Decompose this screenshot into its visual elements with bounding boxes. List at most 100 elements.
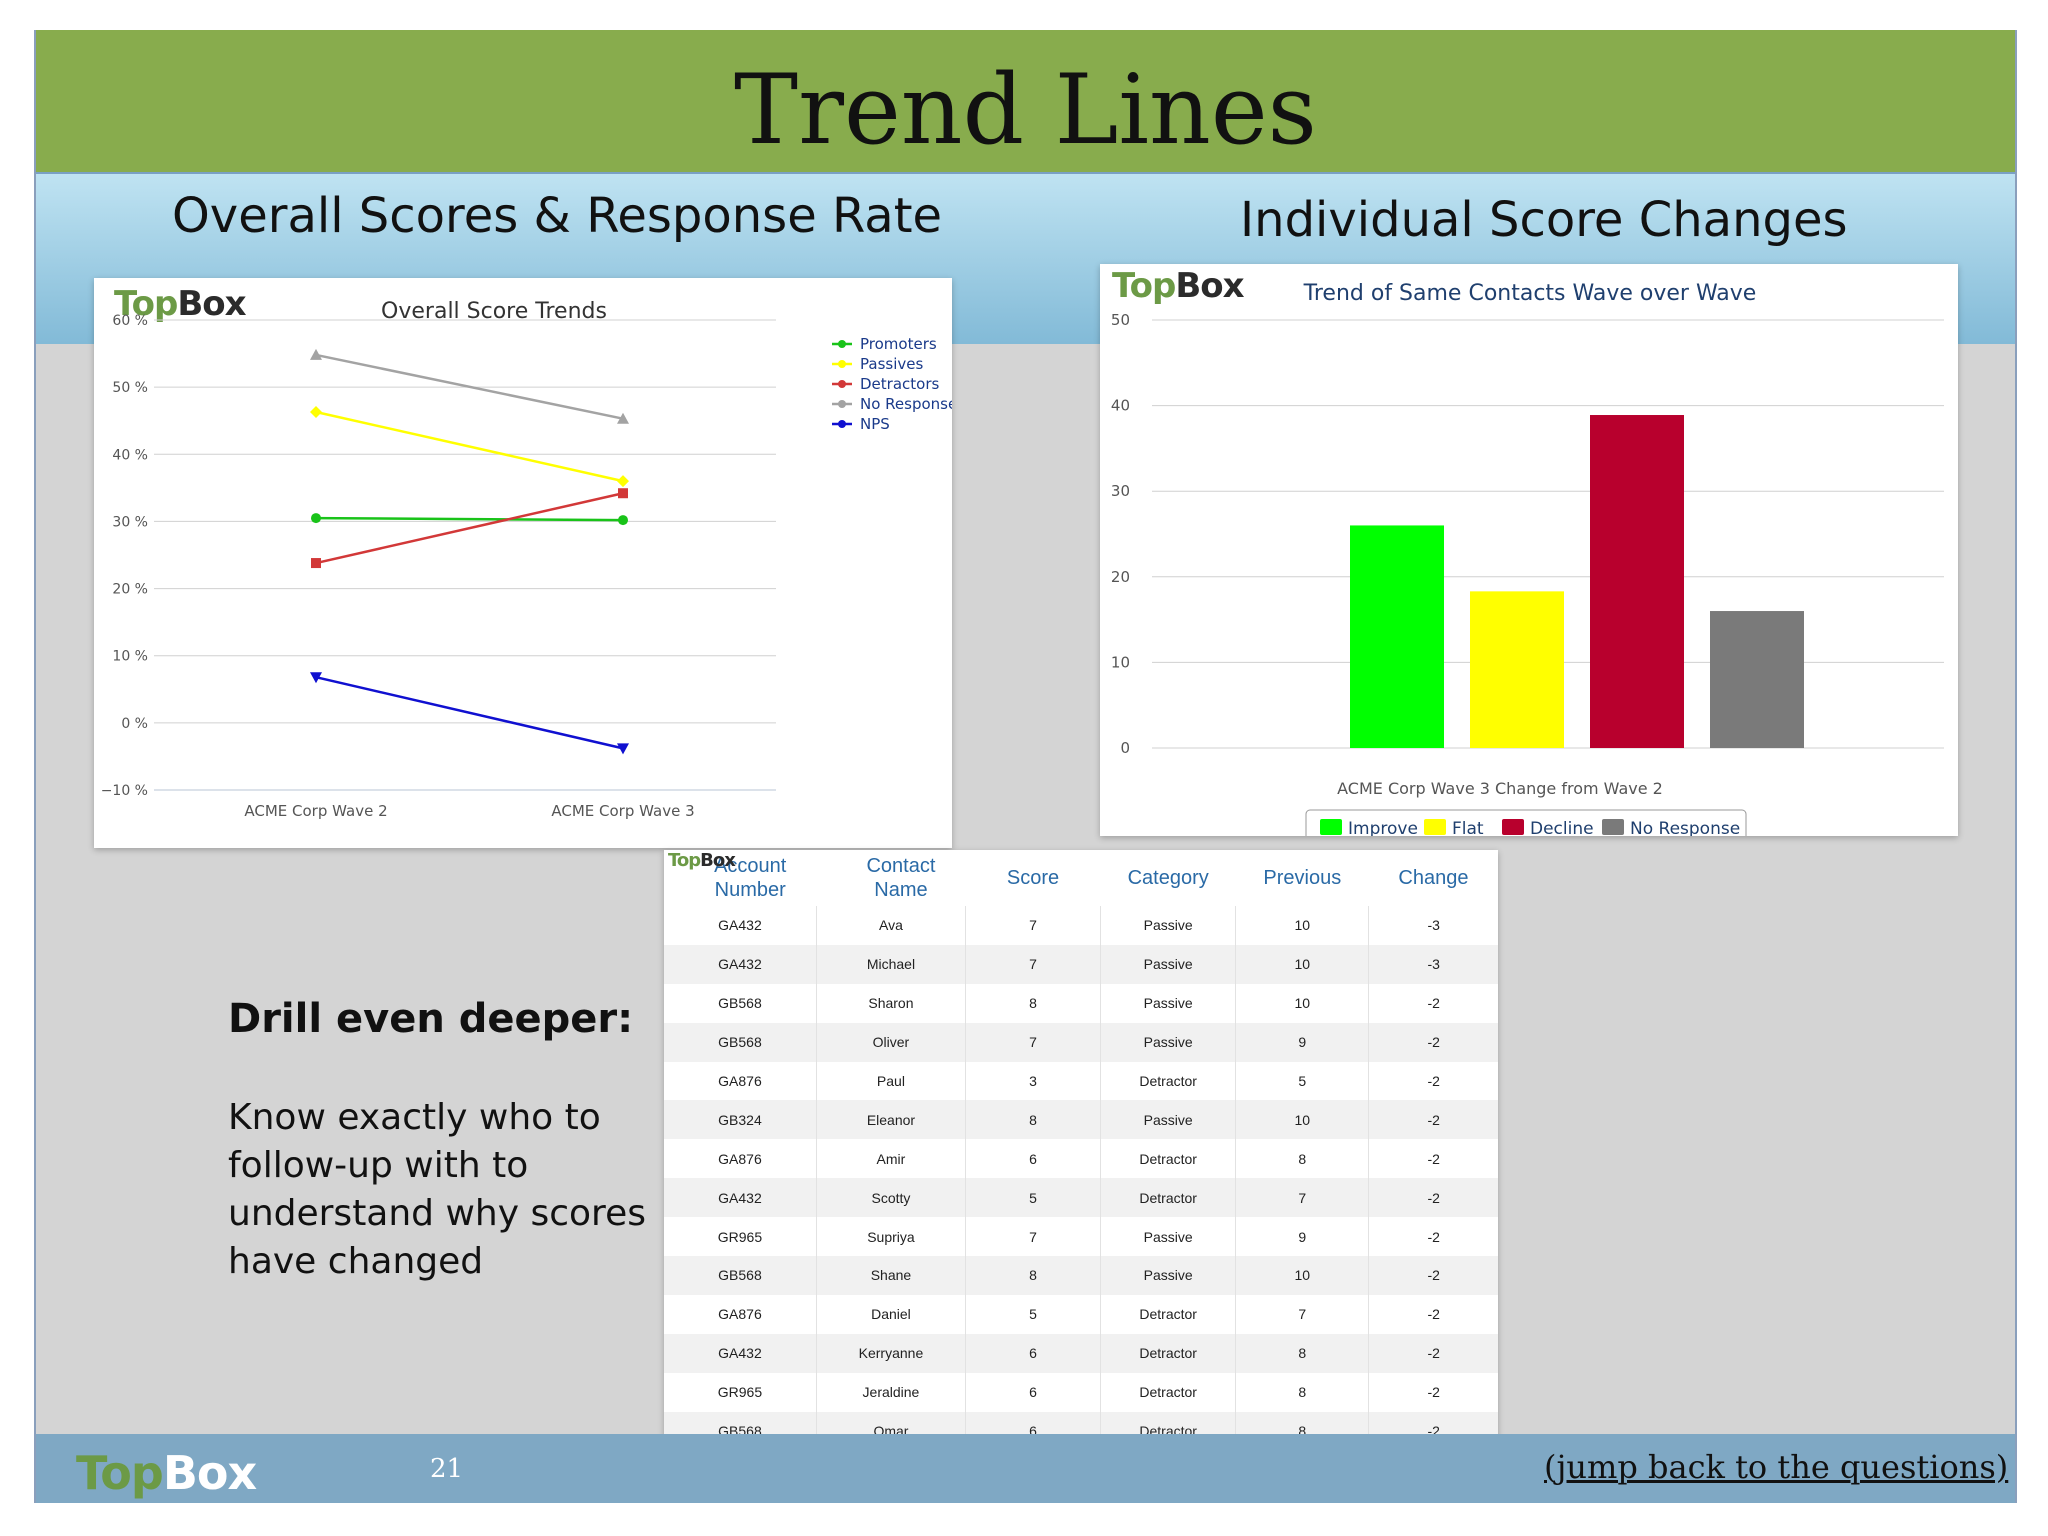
y-tick-label: −10 % — [101, 783, 148, 799]
legend-box — [1305, 809, 1747, 836]
table-row: GR965 Jeraldine 6 Detractor 8 -2 — [664, 1372, 1498, 1412]
title-bar: Trend Lines — [36, 30, 2015, 172]
y-tick-label: 50 % — [112, 380, 148, 396]
table-cell: Detractor — [1100, 1333, 1237, 1373]
legend-marker — [838, 360, 846, 368]
topbox-logo: TopBox — [1112, 266, 1245, 306]
data-point — [310, 348, 322, 360]
slide-title: Trend Lines — [734, 54, 1317, 166]
legend-label: NPS — [860, 415, 890, 433]
table-cell: GA876 — [664, 1061, 817, 1101]
bar-chart-title: Trend of Same Contacts Wave over Wave — [1303, 281, 1757, 306]
table-row: GA432 Michael 7 Passive 10 -3 — [664, 944, 1498, 984]
table-cell: -2 — [1368, 1256, 1498, 1295]
table-row: GA432 Kerryanne 6 Detractor 8 -2 — [664, 1333, 1498, 1373]
table-cell: 10 — [1235, 944, 1370, 984]
table-cell: GR965 — [664, 1217, 817, 1257]
series-line-passives — [315, 410, 624, 483]
table-cell: 8 — [1235, 1372, 1370, 1412]
table-cell: Detractor — [1100, 1372, 1237, 1412]
table-cell: Passive — [1100, 1217, 1237, 1257]
table-cell: 5 — [1235, 1061, 1370, 1101]
table-cell: 7 — [1235, 1178, 1370, 1218]
table-row: GR965 Supriya 7 Passive 9 -2 — [664, 1217, 1498, 1257]
y-tick-label: 30 % — [112, 514, 148, 530]
table-cell: Detractor — [1100, 1061, 1237, 1101]
contacts-table-panel: TopBox Account Number Contact Name Score Ca… — [664, 850, 1498, 1490]
legend-marker — [838, 380, 846, 388]
y-tick-label: 0 % — [121, 716, 148, 732]
series-line-detractors — [315, 492, 624, 565]
legend-label: Passives — [860, 355, 923, 373]
bar-decline — [1590, 415, 1684, 748]
y-tick-label: 10 — [1111, 653, 1130, 671]
series-line-nps — [315, 675, 624, 750]
table-cell: Detractor — [1100, 1178, 1237, 1218]
table-cell: GA432 — [664, 906, 817, 945]
column-header: Previous — [1263, 867, 1342, 889]
table-row: GA876 Amir 6 Detractor 8 -2 — [664, 1139, 1498, 1179]
drill-heading: Drill even deeper: — [228, 996, 634, 1042]
legend-swatch — [1424, 819, 1446, 835]
data-point — [310, 405, 322, 418]
data-point — [617, 743, 629, 755]
table-cell: Supriya — [816, 1217, 966, 1257]
table-cell: 7 — [1235, 1294, 1370, 1334]
table-cell: Kerryanne — [816, 1333, 966, 1373]
column-header: Contact Name — [866, 855, 936, 901]
table-row: GB568 Shane 8 Passive 10 -2 — [664, 1256, 1498, 1295]
legend-marker — [838, 340, 846, 348]
y-tick-label: 40 — [1111, 397, 1130, 415]
data-point — [311, 513, 321, 524]
legend-swatch — [1320, 819, 1342, 835]
table-cell: GA432 — [664, 1333, 817, 1373]
topbox-logo: TopBox — [668, 850, 736, 871]
table-cell: Detractor — [1100, 1139, 1237, 1179]
table-cell: -2 — [1427, 1306, 1440, 1323]
table-cell: -2 — [1368, 1333, 1498, 1373]
x-tick-label: ACME Corp Wave 3 — [551, 802, 694, 820]
page-number: 21 — [430, 1454, 464, 1484]
table-row: GA432 Scotty 5 Detractor 7 -2 — [664, 1178, 1498, 1218]
y-tick-label: 20 — [1111, 568, 1130, 586]
table-cell: -2 — [1427, 1150, 1440, 1167]
y-tick-label: 60 % — [112, 313, 148, 329]
table-cell: Sharon — [816, 983, 966, 1023]
y-tick-label: 50 — [1111, 311, 1130, 329]
data-point — [311, 558, 321, 569]
x-tick-label: ACME Corp Wave 2 — [244, 802, 387, 820]
table-cell: Michael — [816, 944, 966, 984]
footer-topbox-logo: TopBox — [76, 1446, 257, 1500]
y-tick-label: 0 — [1120, 739, 1130, 757]
table-cell: Oliver — [816, 1022, 966, 1062]
table-row: GA876 Paul 3 Detractor 5 -2 — [664, 1061, 1498, 1101]
table-cell: Detractor — [1100, 1294, 1237, 1334]
legend-swatch — [1502, 819, 1524, 835]
right-section-heading: Individual Score Changes — [1240, 192, 1848, 248]
table-cell: Ava — [816, 906, 966, 945]
legend-label: Detractors — [860, 375, 939, 393]
table-cell: 7 — [965, 1022, 1102, 1062]
table-cell: Daniel — [816, 1294, 966, 1334]
table-cell: 9 — [1235, 1022, 1370, 1062]
table-cell: -2 — [1427, 1228, 1440, 1245]
table-row: GA432 Ava 7 Passive 10 -3 — [664, 906, 1498, 945]
legend-label: No Response — [1630, 819, 1740, 836]
table-cell: Scotty — [816, 1178, 966, 1218]
data-point — [618, 488, 628, 499]
legend-label: No Response — [860, 395, 952, 413]
table-cell: 6 — [965, 1372, 1102, 1412]
table-cell: 7 — [965, 944, 1102, 984]
jump-back-link[interactable]: (jump back to the questions) — [1544, 1448, 2009, 1486]
column-header: Change — [1398, 867, 1469, 889]
bar-chart-panel: TopBox Trend of Same Contacts Wave over … — [1100, 264, 1958, 836]
series-line-promoters — [315, 516, 624, 522]
table-cell: -2 — [1368, 1100, 1498, 1140]
bar-flat — [1470, 591, 1564, 748]
table-row: GB568 Oliver 7 Passive 9 -2 — [664, 1022, 1498, 1062]
column-header: Account Number — [714, 855, 787, 901]
left-section-heading: Overall Scores & Response Rate — [172, 188, 943, 244]
column-header: Score — [1006, 867, 1060, 889]
table-row: GA876 Daniel 5 Detractor 7 -2 — [664, 1294, 1498, 1334]
table-cell: GA876 — [664, 1139, 817, 1179]
